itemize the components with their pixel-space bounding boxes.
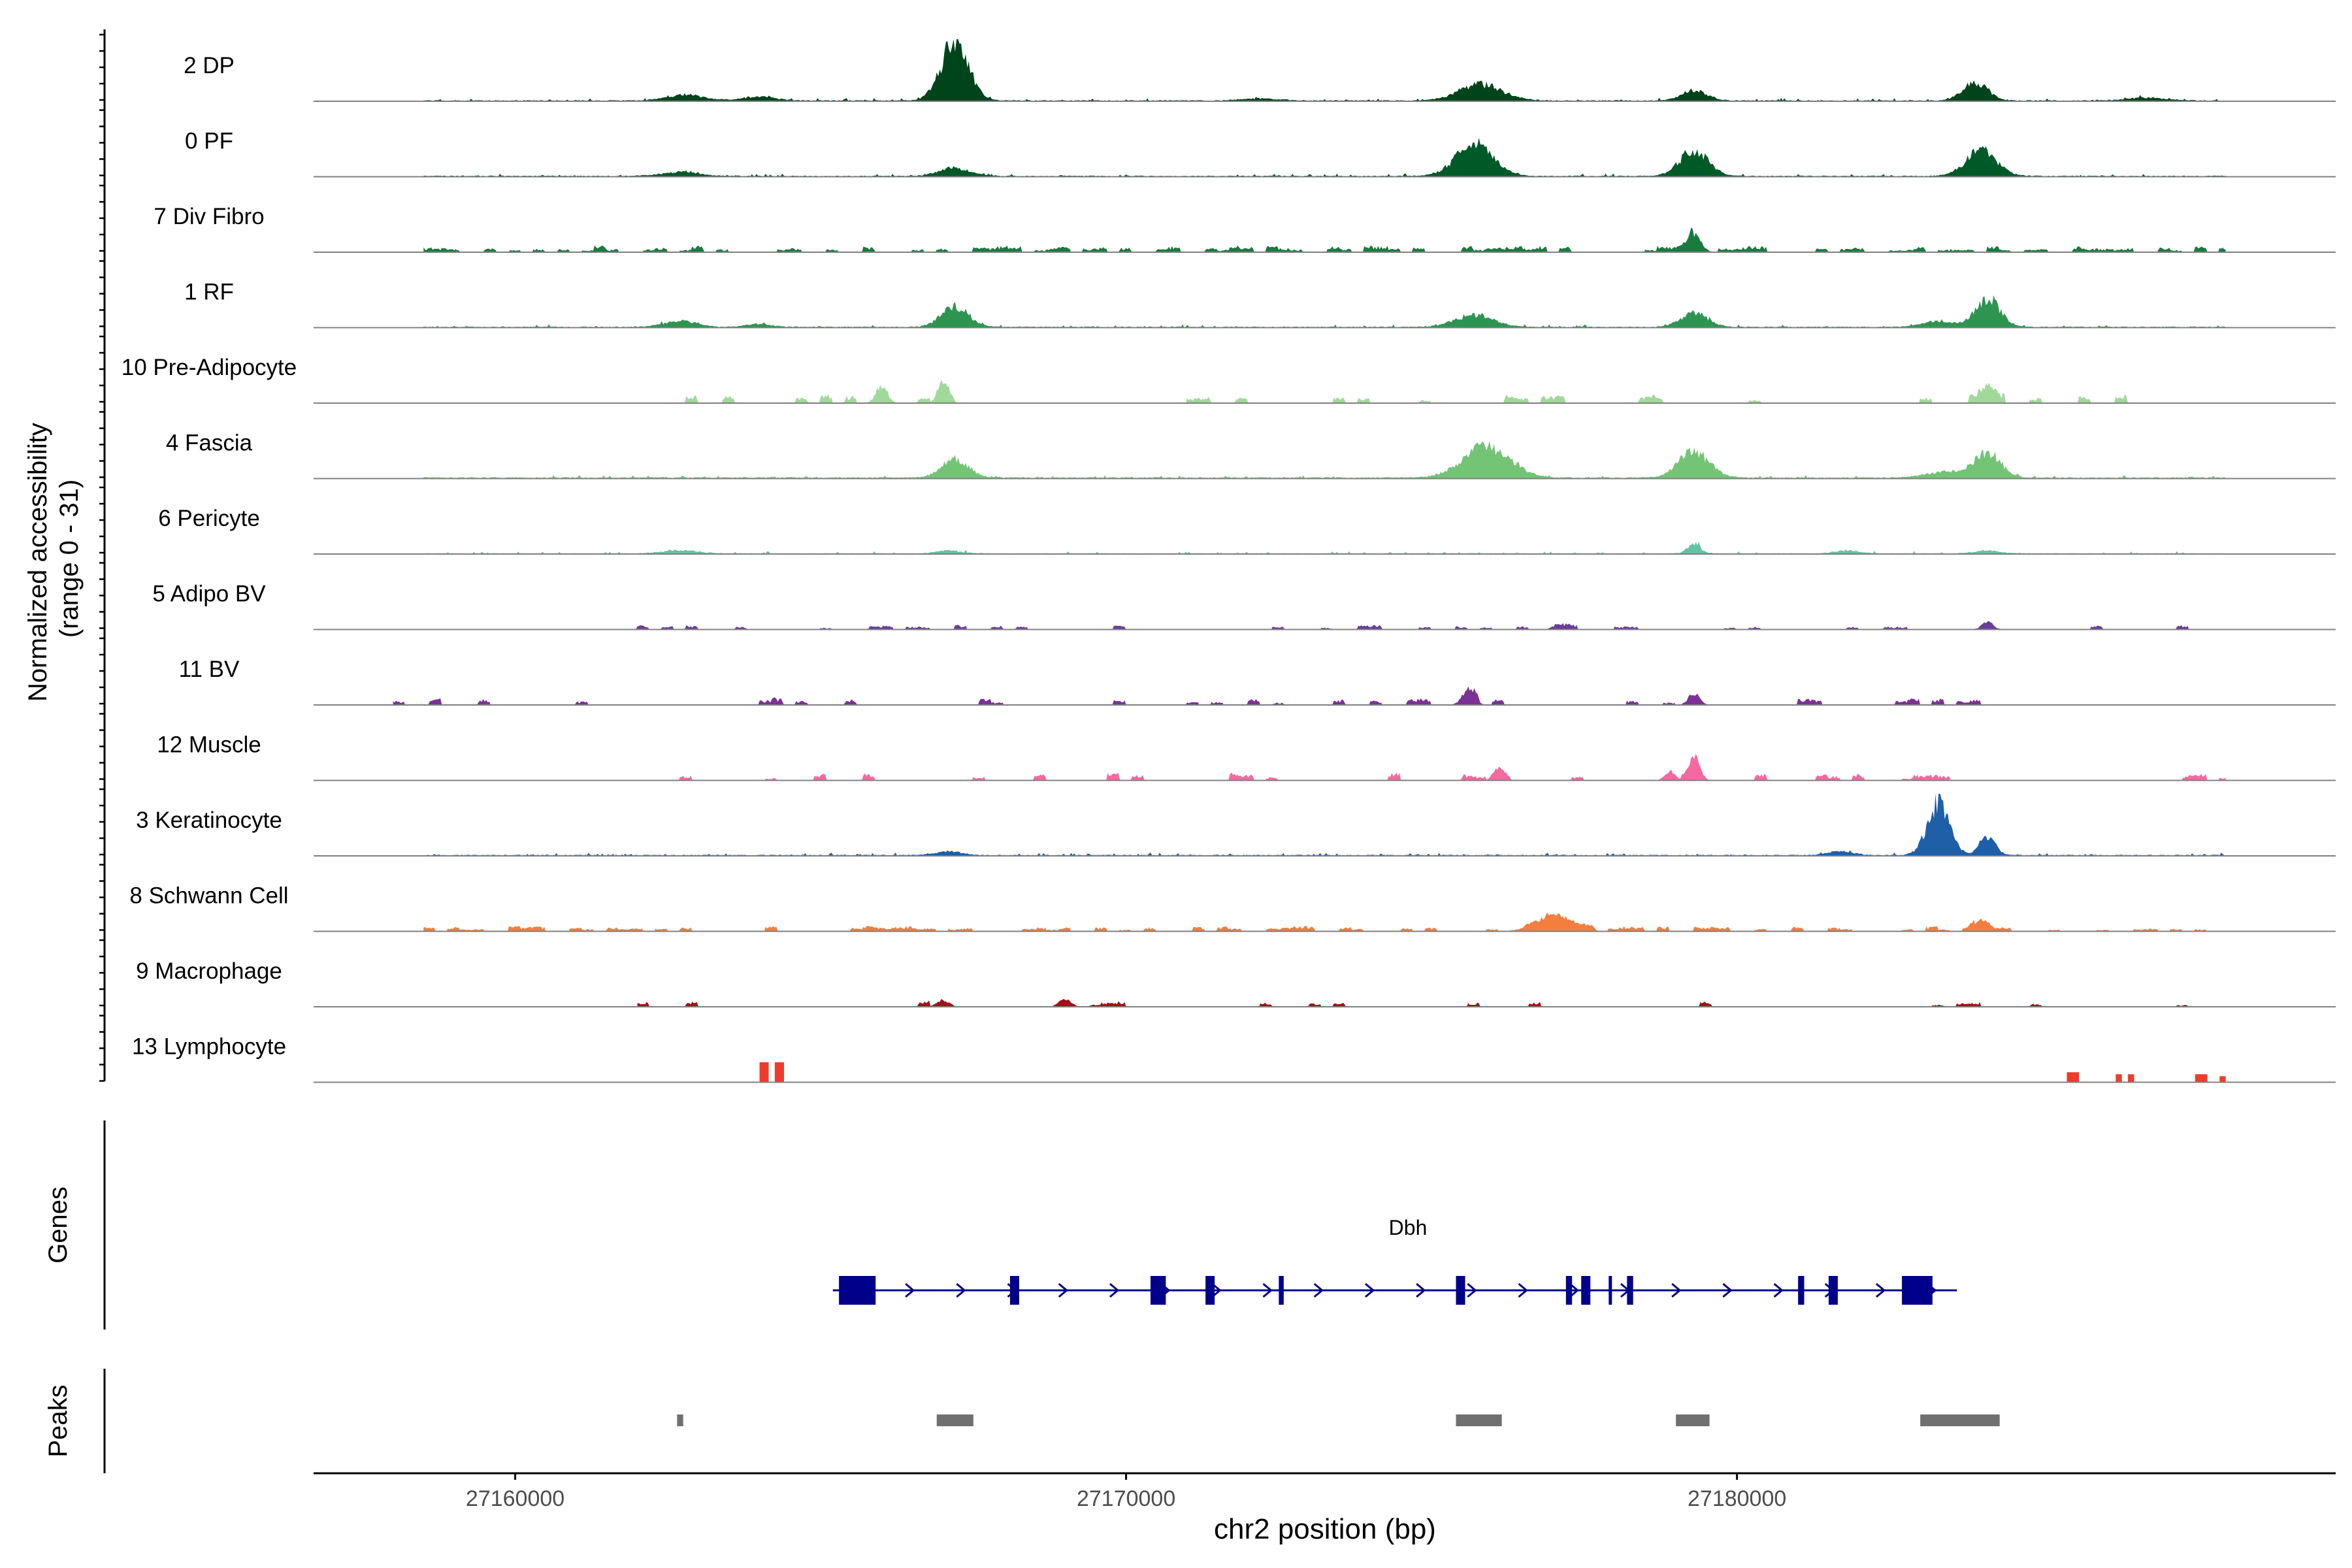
peak-region: [677, 1414, 683, 1426]
peaks-panel: Peaks: [44, 1369, 2000, 1473]
gene-annotation-panel: Genes Dbh: [44, 1120, 1957, 1330]
gene-exon: [1205, 1276, 1215, 1305]
gene-exon: [1151, 1276, 1166, 1305]
x-tick-label: 27160000: [466, 1486, 564, 1511]
strand-arrow: [905, 1282, 915, 1298]
track-label: 13 Lymphocyte: [132, 1034, 286, 1060]
track-label: 7 Div Fibro: [154, 204, 264, 229]
strand-arrow: [1313, 1282, 1324, 1298]
x-axis: chr2 position (bp) 27160000 27170000 27180…: [314, 1472, 2336, 1545]
signal-block: [2066, 1072, 2080, 1083]
gene-exon: [1565, 1276, 1573, 1305]
strand-arrow: [956, 1282, 966, 1298]
coverage-tracks: 2 DP 0 PF 7 Div Fibro 1 RF 10 Pre-Adipocyte 4…: [122, 39, 2336, 1083]
peaks-panel-label: Peaks: [44, 1384, 73, 1457]
coverage-area: [637, 380, 2165, 403]
gene-exon: [1279, 1276, 1284, 1305]
peak-region: [1456, 1414, 1502, 1426]
track-label: 12 Muscle: [157, 732, 261, 758]
track-label: 3 Keratinocyte: [136, 808, 282, 833]
gene-exon: [1581, 1276, 1591, 1305]
peak-region: [1676, 1414, 1710, 1426]
track-2-dp: 2 DP: [184, 39, 2336, 102]
accessibility-y-axis: Normalized accessibility (range 0 - 31): [24, 29, 106, 1082]
strand-arrow: [1773, 1282, 1784, 1298]
track-11-bv: 11 BV: [179, 657, 2336, 706]
strand-arrow: [1518, 1282, 1528, 1298]
x-tick-label: 27170000: [1077, 1486, 1175, 1511]
track-7-div-fibro: 7 Div Fibro: [154, 204, 2336, 253]
peak-region: [936, 1414, 973, 1426]
gene-exon: [1456, 1276, 1465, 1305]
track-label: 6 Pericyte: [158, 506, 260, 531]
gene-name-label: Dbh: [1389, 1216, 1428, 1239]
track-0-pf: 0 PF: [185, 129, 2336, 178]
track-8-schwann-cell: 8 Schwann Cell: [129, 883, 2336, 932]
gene-exon: [1627, 1276, 1633, 1305]
track-label: 8 Schwann Cell: [129, 883, 288, 909]
track-label: 4 Fascia: [166, 431, 253, 456]
track-label: 11 BV: [179, 657, 240, 682]
peak-region: [1920, 1414, 2000, 1426]
gene-model: Dbh: [832, 1216, 1957, 1305]
strand-arrow: [1364, 1282, 1375, 1298]
strand-arrow: [1467, 1282, 1477, 1298]
track-6-pericyte: 6 Pericyte: [158, 506, 2336, 555]
track-label: 2 DP: [184, 53, 235, 78]
strand-arrow: [1876, 1282, 1886, 1298]
signal-block: [2128, 1074, 2134, 1083]
strand-arrow: [1262, 1282, 1273, 1298]
signal-block: [2219, 1076, 2226, 1083]
track-label: 9 Macrophage: [136, 958, 282, 984]
gene-exon: [1009, 1276, 1019, 1305]
gene-exon: [1828, 1276, 1838, 1305]
y-axis-ticks: [99, 33, 105, 1082]
track-4-fascia: 4 Fascia: [166, 431, 2336, 480]
strand-arrow: [1416, 1282, 1426, 1298]
track-12-muscle: 12 Muscle: [157, 732, 2336, 781]
strand-arrow: [1569, 1282, 1580, 1298]
genes-panel-label: Genes: [44, 1186, 73, 1264]
signal-block: [774, 1062, 784, 1083]
track-5-adipo-bv: 5 Adipo BV: [152, 581, 2336, 630]
coverage-area: [423, 227, 2226, 252]
strand-arrow: [1058, 1282, 1069, 1298]
gene-exon: [1609, 1276, 1612, 1305]
track-label: 5 Adipo BV: [152, 581, 266, 607]
track-13-lymphocyte: 13 Lymphocyte: [132, 1034, 2336, 1083]
track-1-rf: 1 RF: [184, 280, 2336, 329]
x-axis-title: chr2 position (bp): [1214, 1513, 1436, 1545]
y-axis-title-line2: (range 0 - 31): [55, 480, 84, 638]
track-10-pre-adipocyte: 10 Pre-Adipocyte: [122, 355, 2336, 404]
x-tick-label: 27180000: [1688, 1486, 1786, 1511]
strand-arrow: [1671, 1282, 1682, 1298]
track-label: 0 PF: [185, 129, 233, 154]
track-3-keratinocyte: 3 Keratinocyte: [136, 794, 2336, 857]
signal-block: [2195, 1074, 2208, 1083]
signal-block: [2115, 1074, 2122, 1083]
signal-block: [759, 1062, 769, 1083]
gene-exon: [1902, 1276, 1933, 1305]
gene-exon: [1798, 1276, 1805, 1305]
track-9-macrophage: 9 Macrophage: [136, 958, 2336, 1007]
y-axis-title-line1: Normalized accessibility: [24, 423, 52, 702]
coverage-area: [668, 753, 2226, 781]
strand-arrow: [1109, 1282, 1120, 1298]
strand-arrow: [1211, 1282, 1222, 1298]
y-axis-title: Normalized accessibility (range 0 - 31): [24, 416, 84, 702]
strand-arrow: [1722, 1282, 1733, 1298]
track-label: 1 RF: [184, 280, 234, 305]
gene-exon: [839, 1276, 876, 1305]
track-label: 10 Pre-Adipocyte: [122, 355, 297, 380]
